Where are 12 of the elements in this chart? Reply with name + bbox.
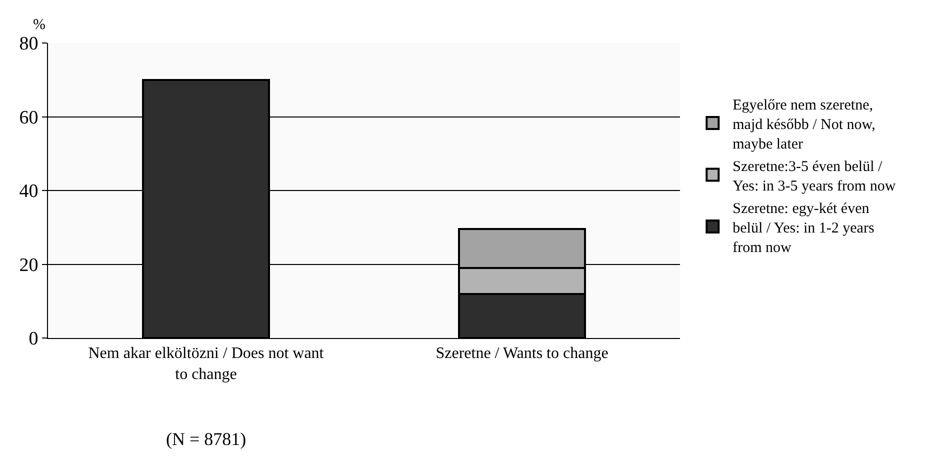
legend-label: Szeretne: egy-két éven belül / Yes: in 1-2 years from now [732, 200, 874, 256]
legend-label: Egyelőre nem szeretne, majd később / Not now, maybe later [732, 97, 876, 152]
y-tick-label: 40 [19, 181, 38, 202]
x-tick-label: Szeretne / Wants to change [436, 345, 608, 362]
y-tick-label: 80 [19, 34, 38, 55]
y-tick-label: 0 [28, 328, 38, 350]
y-tick-label: 20 [19, 254, 38, 276]
y-tick-label: 60 [19, 107, 38, 128]
y-axis-title: % [33, 17, 46, 33]
text: (N = 8781) [166, 429, 246, 449]
x-tick-label: Nem akar elköltözni / Does not want to change [88, 345, 324, 383]
legend-label: Szeretne:3-5 éven belül / Yes: in 3-5 years from now [732, 158, 896, 194]
